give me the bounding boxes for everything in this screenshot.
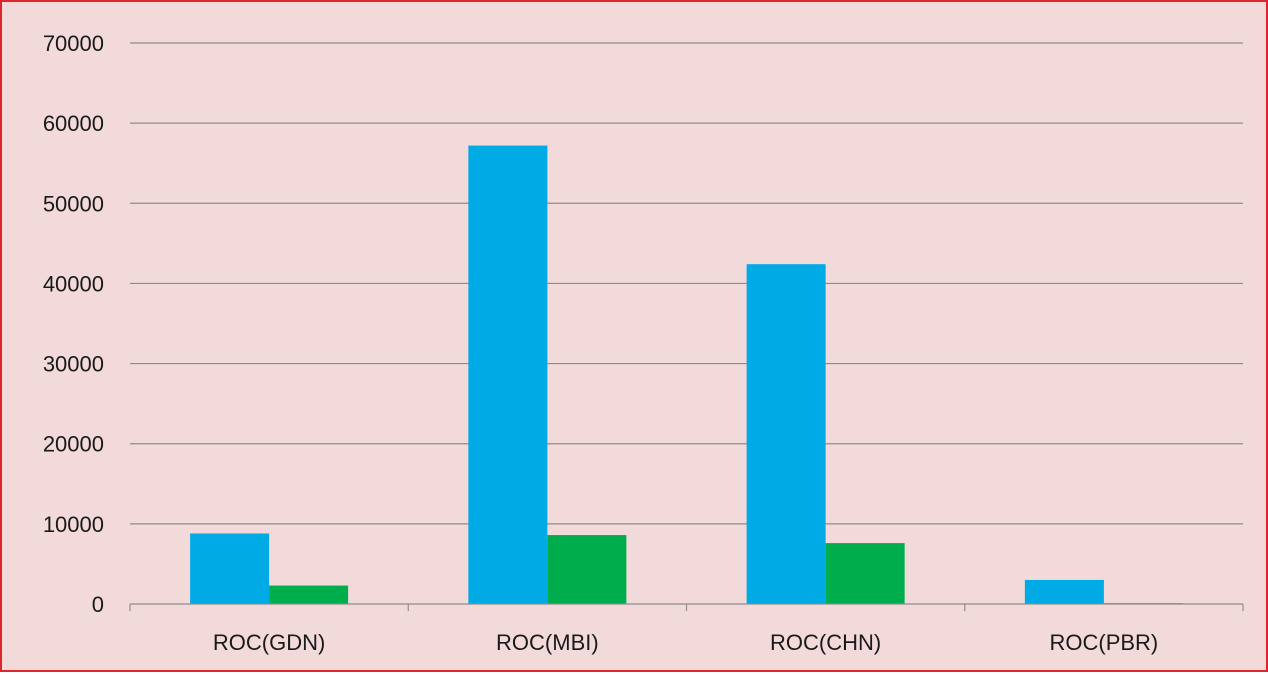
bar-series2-roc-mbi — [547, 535, 627, 604]
x-axis — [129, 603, 1244, 611]
bar-series1-roc-gdn — [190, 533, 270, 604]
y-axis-labels: 0 10000 20000 30000 40000 50000 60000 70000 — [43, 31, 104, 617]
y-tick-label: 10000 — [43, 512, 104, 537]
y-tick-label: 30000 — [43, 352, 104, 377]
y-tick-label: 40000 — [43, 271, 104, 296]
bar-series1-roc-mbi — [468, 145, 548, 604]
x-axis-labels: ROC(GDN) ROC(MBI) ROC(CHN) ROC(PBR) — [213, 630, 1158, 655]
y-tick-label: 60000 — [43, 111, 104, 136]
y-tick-label: 50000 — [43, 191, 104, 216]
x-tick-label: ROC(GDN) — [213, 630, 325, 655]
y-tick-label: 70000 — [43, 31, 104, 56]
x-tick-label: ROC(CHN) — [770, 630, 881, 655]
gridlines — [130, 42, 1243, 525]
bar-series1-roc-pbr — [1024, 579, 1104, 604]
x-tick-label: ROC(PBR) — [1049, 630, 1158, 655]
bars — [190, 145, 1183, 604]
bar-series2-roc-gdn — [269, 585, 349, 604]
x-tick-label: ROC(MBI) — [496, 630, 599, 655]
y-tick-label: 0 — [92, 592, 104, 617]
bar-series1-roc-chn — [746, 264, 826, 604]
y-tick-label: 20000 — [43, 432, 104, 457]
bar-series2-roc-chn — [825, 543, 905, 604]
